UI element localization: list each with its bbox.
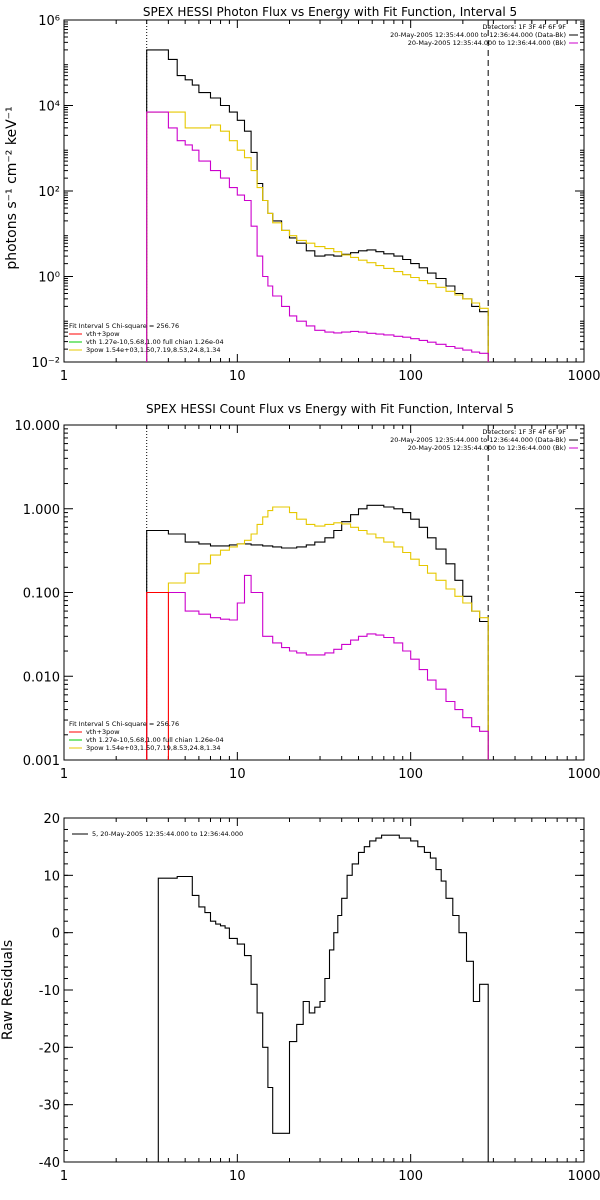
y-tick-label: 10⁶: [38, 14, 60, 29]
plot-frame: [63, 817, 585, 1163]
x-tick-label: 1000: [567, 369, 600, 384]
plot-frame: [63, 19, 585, 363]
x-tick-label: 100: [398, 767, 423, 782]
y-tick-label: 0: [52, 927, 60, 942]
legend-bottom-entry: Fit Interval 5 Chi-square = 256.76: [69, 322, 179, 330]
x-tick-label: 1: [60, 1169, 68, 1184]
y-tick-label: 20: [43, 812, 60, 827]
photon-flux-title: SPEX HESSI Photon Flux vs Energy with Fi…: [143, 5, 517, 19]
legend-top-entry: 20-May-2005 12:35:44.000 to 12:36:44.000…: [390, 31, 566, 39]
legend-top-entry: 20-May-2005 12:35:44.000 to 12:36:44.000…: [408, 39, 566, 47]
series-line-2: [146, 111, 489, 362]
y-tick-label: 0.010: [23, 670, 60, 685]
legend-bottom-entry: vth+3pow: [86, 728, 120, 736]
y-tick-label: -20: [39, 1041, 60, 1056]
y-tick-label: 10⁰: [38, 271, 60, 286]
y-tick-label: -40: [39, 1156, 60, 1171]
x-tick-label: 100: [398, 1169, 423, 1184]
x-tick-label: 100: [398, 369, 423, 384]
y-tick-label: 0.001: [23, 754, 60, 769]
series-line-0: [146, 504, 489, 760]
count-flux-title: SPEX HESSI Count Flux vs Energy with Fit…: [146, 402, 514, 416]
legend-top-entry: Detectors: 1F 3F 4F 6F 9F: [482, 23, 566, 31]
x-tick-label: 1: [60, 369, 68, 384]
x-tick-label: 1000: [567, 1169, 600, 1184]
residuals-panel: Raw Residuals 1 10 100 1000 -40 -30 -20 -10 0 10 2…: [0, 812, 600, 1184]
legend-top-entry: 20-May-2005 12:35:44.000 to 12:36:44.000…: [390, 436, 566, 444]
legend-top-entry: 20-May-2005 12:35:44.000 to 12:36:44.000…: [408, 444, 566, 452]
legend-bottom-entry: 3pow 1.54e+03,1.50,7.19,8.53,24.8,1.34: [86, 744, 221, 752]
count-flux-panel: SPEX HESSI Count Flux vs Energy with Fit…: [15, 402, 600, 782]
y-tick-label: 10⁻²: [31, 356, 60, 371]
y-tick-label: 10: [43, 869, 60, 884]
legend-bottom-entry: 3pow 1.54e+03,1.50,7.19,8.53,24.8,1.34: [86, 346, 221, 354]
series-line-0: [146, 834, 489, 1163]
legend-bottom-entry: Fit Interval 5 Chi-square = 256.76: [69, 720, 179, 728]
x-tick-label: 10: [229, 1169, 246, 1184]
series-line-1: [146, 111, 489, 362]
x-tick-label: 1000: [567, 767, 600, 782]
y-tick-label: 10.000: [15, 419, 61, 434]
y-tick-label: -10: [39, 984, 60, 999]
residuals-ylabel: Raw Residuals: [0, 940, 16, 1040]
series-line-2: [146, 574, 489, 760]
photon-flux-panel: SPEX HESSI Photon Flux vs Energy with Fi…: [4, 5, 600, 384]
series-line-3: [146, 591, 169, 760]
y-tick-label: -30: [39, 1099, 60, 1114]
y-tick-label: 10²: [38, 185, 60, 200]
legend-entry: 5, 20-May-2005 12:35:44.000 to 12:36:44.…: [92, 830, 243, 838]
photon-flux-ylabel: photons s⁻¹ cm⁻² keV⁻¹: [4, 106, 20, 269]
x-tick-label: 1: [60, 767, 68, 782]
legend-top-entry: Detectors: 1F 3F 4F 6F 9F: [482, 428, 566, 436]
legend-bottom-entry: vth 1.27e-10,5.68,1.00 full chian 1.26e-…: [86, 338, 224, 346]
x-tick-label: 10: [229, 767, 246, 782]
series-line-0: [146, 49, 489, 362]
y-tick-label: 10⁴: [38, 100, 60, 115]
plot-frame: [63, 424, 585, 761]
y-tick-label: 0.100: [23, 587, 60, 602]
y-tick-label: 1.000: [23, 503, 60, 518]
series-line-1: [146, 506, 489, 760]
x-tick-label: 10: [229, 369, 246, 384]
legend-bottom-entry: vth 1.27e-10,5.68,1.00 full chian 1.26e-…: [86, 736, 224, 744]
legend-bottom-entry: vth+3pow: [86, 330, 120, 338]
